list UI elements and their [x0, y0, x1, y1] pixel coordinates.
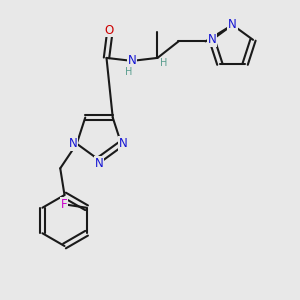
Text: F: F — [61, 198, 68, 211]
Text: O: O — [105, 23, 114, 37]
Text: H: H — [160, 58, 168, 68]
Text: N: N — [128, 54, 136, 68]
Text: N: N — [94, 157, 103, 170]
Text: N: N — [228, 18, 237, 32]
Text: H: H — [125, 67, 132, 77]
Text: N: N — [69, 137, 77, 150]
Text: N: N — [119, 137, 128, 150]
Text: N: N — [208, 33, 216, 46]
